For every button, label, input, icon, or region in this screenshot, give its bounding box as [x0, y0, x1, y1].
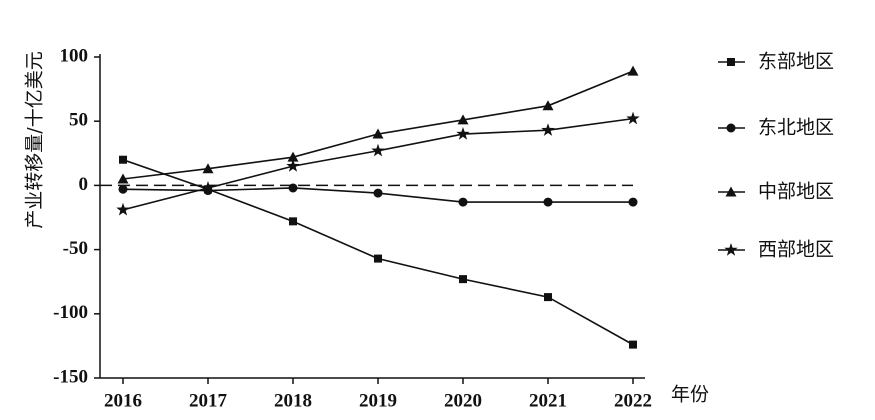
marker — [544, 293, 552, 302]
marker — [459, 275, 467, 284]
x-tick-label: 2021 — [529, 390, 567, 411]
x-tick-label: 2020 — [444, 390, 482, 411]
x-tick-label: 2022 — [614, 390, 652, 411]
y-axis-label: 产业转移量/十亿美元 — [24, 51, 46, 228]
marker — [542, 100, 554, 111]
marker — [289, 217, 297, 226]
legend-label: 东北地区 — [758, 117, 834, 139]
x-axis-label: 年份 — [671, 384, 709, 406]
marker — [543, 197, 553, 207]
marker — [119, 155, 127, 164]
y-tick-label: -50 — [63, 238, 88, 259]
marker — [372, 128, 384, 139]
y-tick-label: 50 — [69, 110, 88, 131]
marker — [626, 111, 640, 125]
marker — [116, 202, 130, 216]
marker — [628, 197, 638, 207]
marker — [458, 197, 468, 207]
legend-label: 中部地区 — [758, 181, 834, 203]
y-tick-label: -100 — [53, 302, 88, 323]
marker — [374, 254, 382, 263]
marker — [371, 143, 385, 157]
marker — [287, 151, 299, 162]
x-tick-label: 2017 — [189, 390, 228, 411]
x-tick-label: 2019 — [359, 390, 397, 411]
y-tick-label: 0 — [79, 174, 89, 195]
marker — [288, 183, 298, 193]
marker — [457, 114, 469, 125]
legend-label: 东部地区 — [758, 51, 834, 73]
marker — [286, 159, 300, 172]
marker — [117, 173, 129, 184]
marker — [629, 340, 637, 349]
series-line — [122, 158, 634, 346]
marker — [726, 123, 736, 133]
marker — [456, 127, 470, 140]
y-tick-label: 100 — [60, 45, 89, 66]
marker — [724, 243, 738, 256]
marker — [727, 58, 735, 66]
marker — [373, 188, 383, 198]
marker — [541, 123, 555, 136]
legend-label: 西部地区 — [758, 239, 834, 261]
marker — [201, 181, 215, 194]
series-line — [122, 70, 634, 180]
x-tick-label: 2016 — [104, 390, 142, 411]
marker — [627, 65, 639, 76]
y-tick-label: -150 — [53, 366, 88, 387]
marker — [118, 184, 128, 194]
marker — [725, 186, 737, 197]
marker — [202, 163, 214, 174]
x-tick-label: 2018 — [274, 390, 312, 411]
